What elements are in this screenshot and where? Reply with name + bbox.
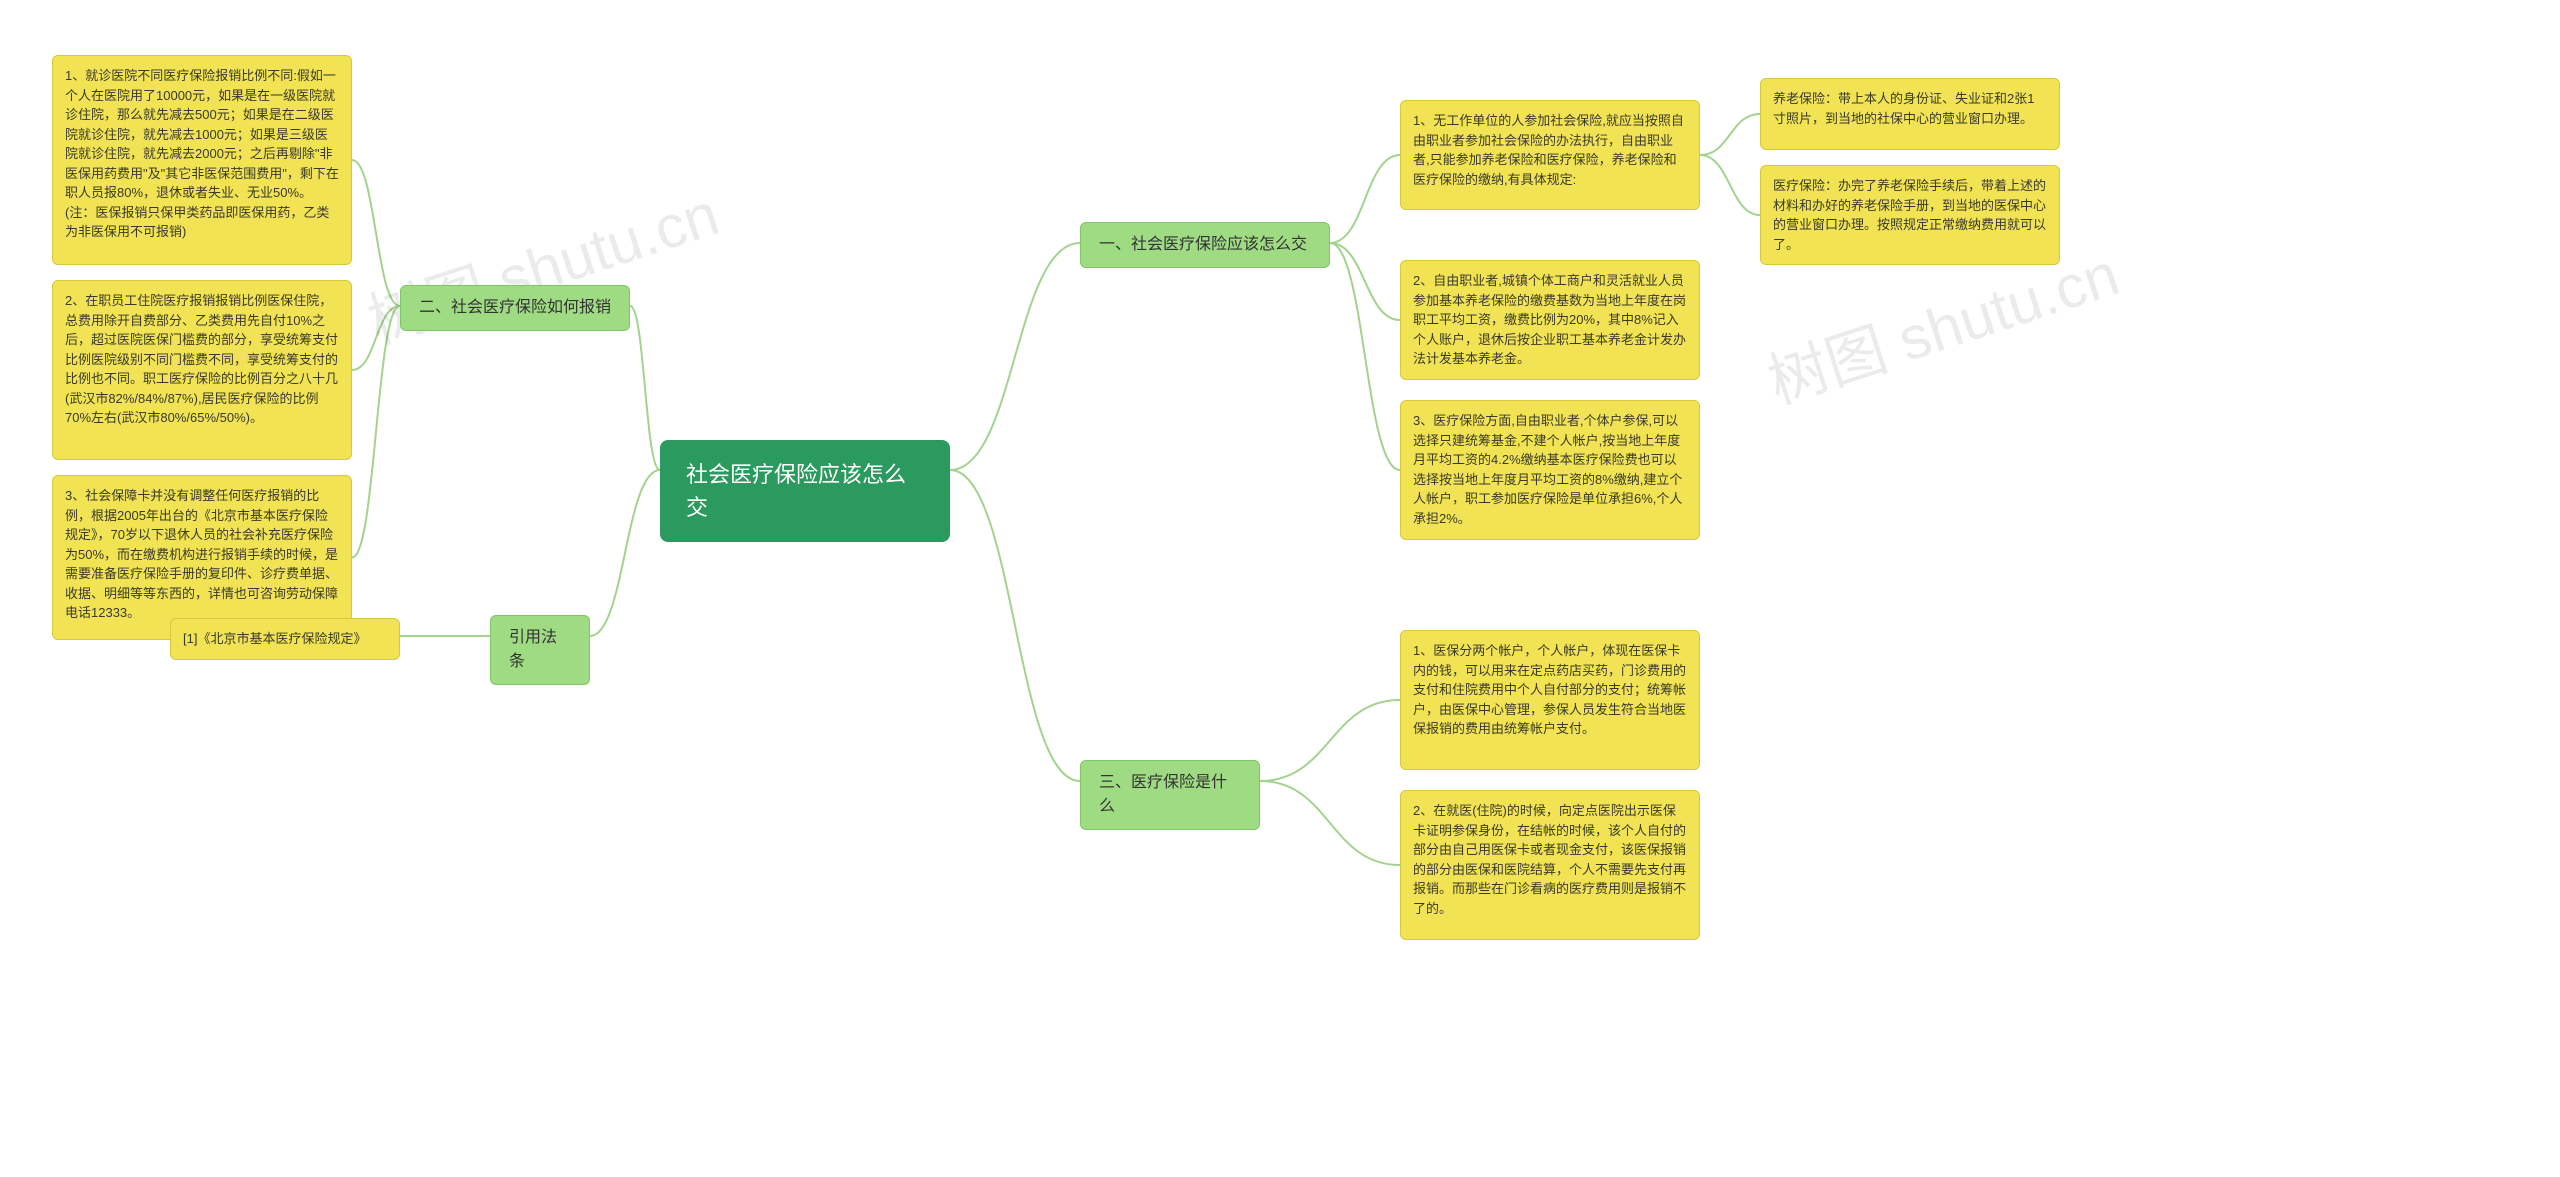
connector (1330, 243, 1400, 320)
connector (352, 306, 400, 370)
connector (1260, 781, 1400, 865)
leaf-b3-2[interactable]: 2、在就医(住院)的时候，向定点医院出示医保卡证明参保身份，在结帐的时候，该个人… (1400, 790, 1700, 940)
leaf-b2-1[interactable]: 1、就诊医院不同医疗保险报销比例不同:假如一个人在医院用了10000元，如果是在… (52, 55, 352, 265)
connector (1700, 155, 1760, 215)
leaf-b3-1[interactable]: 1、医保分两个帐户，个人帐户，体现在医保卡内的钱，可以用来在定点药店买药，门诊费… (1400, 630, 1700, 770)
connector (630, 306, 660, 470)
branch-section-1[interactable]: 一、社会医疗保险应该怎么交 (1080, 222, 1330, 268)
branch-section-2[interactable]: 二、社会医疗保险如何报销 (400, 285, 630, 331)
connector (1330, 155, 1400, 243)
connector (1330, 243, 1400, 470)
leaf-b1-3[interactable]: 3、医疗保险方面,自由职业者,个体户参保,可以选择只建统筹基金,不建个人帐户,按… (1400, 400, 1700, 540)
leaf-b2-2[interactable]: 2、在职员工住院医疗报销报销比例医保住院，总费用除开自费部分、乙类费用先自付10… (52, 280, 352, 460)
watermark-1: 树图 shutu.cn (355, 166, 728, 361)
connector (352, 306, 400, 558)
connector (950, 470, 1080, 781)
connector (590, 470, 660, 636)
leaf-b1-2[interactable]: 2、自由职业者,城镇个体工商户和灵活就业人员参加基本养老保险的缴费基数为当地上年… (1400, 260, 1700, 380)
leaf-b2-3[interactable]: 3、社会保障卡并没有调整任何医疗报销的比例，根据2005年出台的《北京市基本医疗… (52, 475, 352, 640)
branch-section-3[interactable]: 三、医疗保险是什么 (1080, 760, 1260, 830)
root-node[interactable]: 社会医疗保险应该怎么交 (660, 440, 950, 542)
connector (950, 243, 1080, 470)
leaf-b4-1[interactable]: [1]《北京市基本医疗保险规定》 (170, 618, 400, 660)
connector (352, 160, 400, 306)
connector (1260, 700, 1400, 781)
leaf-b1-1[interactable]: 1、无工作单位的人参加社会保险,就应当按照自由职业者参加社会保险的办法执行，自由… (1400, 100, 1700, 210)
leaf-b1-1a[interactable]: 养老保险：带上本人的身份证、失业证和2张1寸照片，到当地的社保中心的营业窗口办理… (1760, 78, 2060, 150)
connector (1700, 114, 1760, 155)
connector-layer (0, 0, 2560, 1177)
branch-citations[interactable]: 引用法条 (490, 615, 590, 685)
leaf-b1-1b[interactable]: 医疗保险：办完了养老保险手续后，带着上述的材料和办好的养老保险手册，到当地的医保… (1760, 165, 2060, 265)
